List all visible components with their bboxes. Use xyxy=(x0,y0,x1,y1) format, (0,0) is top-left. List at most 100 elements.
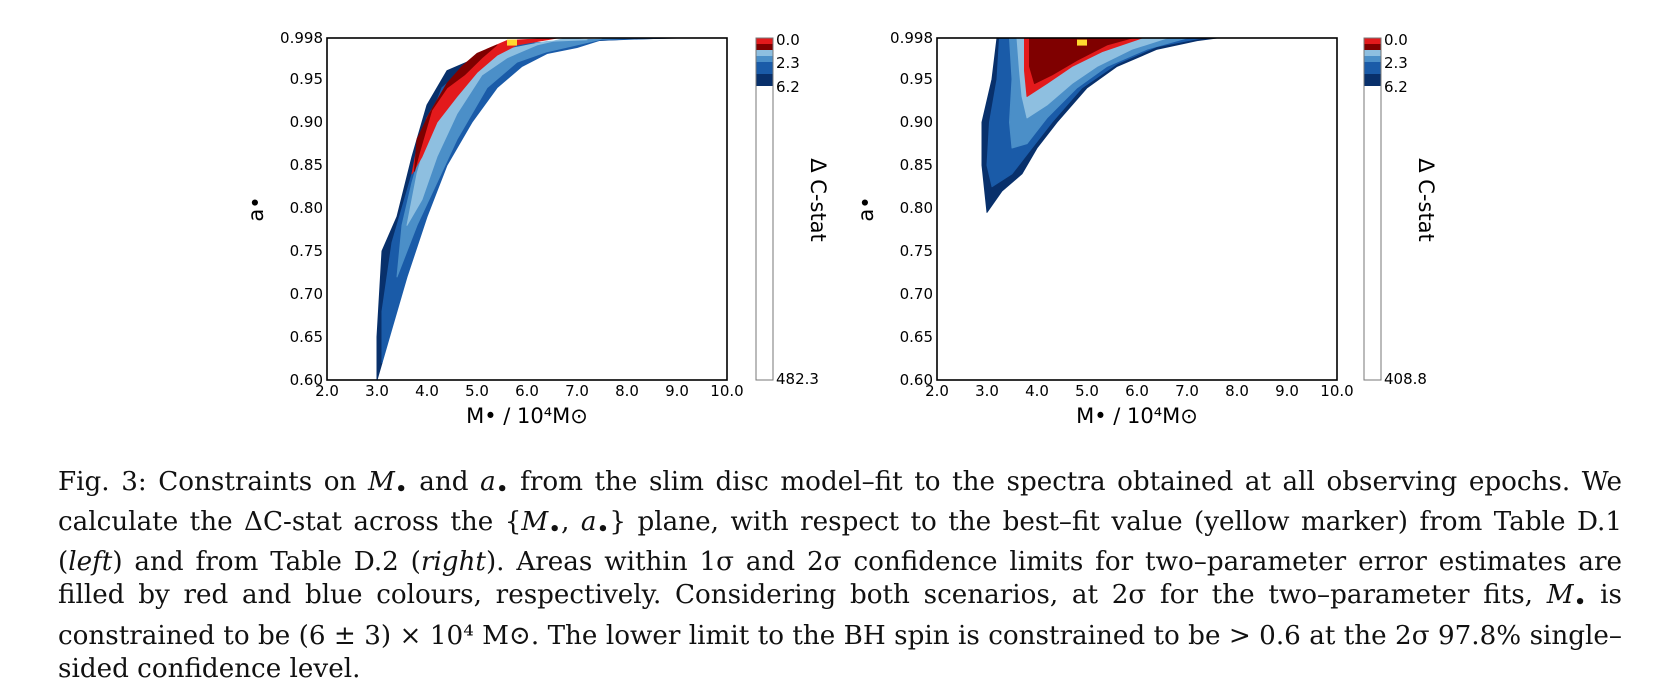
figure-caption: Fig. 3: Constraints on M• and a• from th… xyxy=(58,466,1622,686)
colorbar-band-3 xyxy=(756,50,773,56)
y-tick-label: 0.85 xyxy=(290,156,323,174)
y-tick-label: 0.95 xyxy=(900,70,933,88)
colorbar-band-1 xyxy=(1364,38,1381,44)
colorbar-frame xyxy=(755,37,774,381)
chart-panel-left: 2.0 3.0 4.0 5.0 6.0 7.0 8.0 9.0 10.0 0.60 0.65 0.70… xyxy=(244,29,830,428)
y-tick-label: 0.60 xyxy=(290,371,323,389)
colorbar-tick-label: 2.3 xyxy=(776,54,800,72)
colorbar-band-5 xyxy=(1364,62,1381,74)
caption-symbol-spin: a xyxy=(580,507,597,538)
best-fit-marker xyxy=(507,39,517,46)
colorbar-band-6 xyxy=(756,74,773,86)
plot-area xyxy=(981,38,1218,213)
colorbar-tick-label: 0.0 xyxy=(1384,31,1408,49)
caption-symbol-spin: a xyxy=(480,467,496,497)
colorbar-band-5 xyxy=(756,62,773,74)
x-tick-label: 2.0 xyxy=(315,382,339,400)
colorbar-label: Δ C-stat xyxy=(806,158,830,242)
x-tick-label: 4.0 xyxy=(1025,382,1049,400)
plot-area xyxy=(376,38,678,380)
colorbar-tick-label: 2.3 xyxy=(1384,54,1408,72)
x-tick-label: 5.0 xyxy=(1075,382,1099,400)
y-tick-label: 0.998 xyxy=(280,29,323,47)
x-tick-label: 9.0 xyxy=(1275,382,1299,400)
figure: 2.0 3.0 4.0 5.0 6.0 7.0 8.0 9.0 10.0 0.60 0.65 0.70… xyxy=(244,29,1438,428)
caption-symbol-mass: M xyxy=(367,467,395,497)
x-tick-label: 8.0 xyxy=(615,382,639,400)
caption-symbol-mass: M xyxy=(1546,580,1574,611)
best-fit-marker xyxy=(1077,39,1087,46)
y-tick-label: 0.75 xyxy=(290,242,323,260)
colorbar-tick-label: 482.3 xyxy=(776,370,819,388)
y-tick-label: 0.65 xyxy=(900,328,933,346)
y-tick-label: 0.60 xyxy=(900,371,933,389)
caption-symbol-mass: M xyxy=(521,507,549,538)
plot-frame xyxy=(936,37,1338,381)
y-tick-label: 0.80 xyxy=(900,199,933,217)
y-tick-label: 0.85 xyxy=(900,156,933,174)
y-tick-label: 0.95 xyxy=(290,70,323,88)
caption-text: red and blue colours, respectively. Cons… xyxy=(183,580,1547,611)
x-tick-label: 4.0 xyxy=(415,382,439,400)
caption-bullet: • xyxy=(548,517,562,543)
colorbar-band-3 xyxy=(1364,50,1381,56)
x-tick-label: 10.0 xyxy=(1320,382,1353,400)
x-tick-label: 8.0 xyxy=(1225,382,1249,400)
caption-text: from the slim disc model–fit to the spec… xyxy=(508,467,1622,497)
y-tick-label: 0.70 xyxy=(290,285,323,303)
x-tick-label: 10.0 xyxy=(710,382,743,400)
caption-text: Fig. 3: Constraints on xyxy=(58,467,368,497)
colorbar-tick-label: 408.8 xyxy=(1384,370,1427,388)
y-tick-label: 0.80 xyxy=(290,199,323,217)
colorbar-band-4 xyxy=(1364,56,1381,62)
figure-svg: 2.0 3.0 4.0 5.0 6.0 7.0 8.0 9.0 10.0 0.60 0.65 0.70… xyxy=(244,29,1438,428)
contour-region-6 xyxy=(1029,38,1133,84)
colorbar-tick-label: 0.0 xyxy=(776,31,800,49)
y-axis-label: a• xyxy=(244,196,268,221)
caption-text: ) xyxy=(112,547,123,578)
caption-left: left xyxy=(68,547,113,578)
caption-right: right xyxy=(420,547,486,578)
x-tick-label: 3.0 xyxy=(975,382,999,400)
caption-text: calculate the ΔC-stat across the { xyxy=(58,507,522,538)
contour-region-6 xyxy=(414,44,498,172)
caption-bullet: • xyxy=(596,517,610,543)
caption-text: (6 ± 3) × 10⁴ M⊙. The lower limit to the… xyxy=(58,620,1622,684)
caption-text: and xyxy=(407,467,481,497)
y-tick-label: 0.90 xyxy=(290,113,323,131)
y-axis-label: a• xyxy=(854,196,878,221)
x-tick-label: 2.0 xyxy=(925,382,949,400)
y-tick-label: 0.998 xyxy=(890,29,933,47)
x-tick-label: 5.0 xyxy=(465,382,489,400)
x-axis-label: M• / 10⁴M⊙ xyxy=(1076,404,1198,428)
colorbar-band-4 xyxy=(756,56,773,62)
caption-text: , xyxy=(561,507,581,538)
colorbar-band-7 xyxy=(756,86,773,380)
caption-text: ). Areas within 1σ and 2σ confidence lim… xyxy=(58,547,1623,611)
colorbar: 0.0 2.3 6.2 482.3 Δ C-stat xyxy=(755,31,830,388)
y-tick-label: 0.70 xyxy=(900,285,933,303)
colorbar-tick-label: 6.2 xyxy=(1384,78,1408,96)
y-tick-label: 0.90 xyxy=(900,113,933,131)
colorbar: 0.0 2.3 6.2 408.8 Δ C-stat xyxy=(1363,31,1438,388)
colorbar-band-2 xyxy=(1364,44,1381,50)
x-tick-label: 6.0 xyxy=(515,382,539,400)
colorbar-band-6 xyxy=(1364,74,1381,86)
y-tick-label: 0.75 xyxy=(900,242,933,260)
caption-bullet: • xyxy=(495,477,509,503)
caption-text: and from Table D.2 ( xyxy=(134,547,421,578)
x-tick-label: 3.0 xyxy=(365,382,389,400)
colorbar-band-7 xyxy=(1364,86,1381,380)
x-tick-label: 9.0 xyxy=(665,382,689,400)
x-tick-label: 7.0 xyxy=(565,382,589,400)
caption-bullet: • xyxy=(394,477,408,503)
colorbar-band-1 xyxy=(756,38,773,44)
x-tick-label: 7.0 xyxy=(1175,382,1199,400)
plot-frame xyxy=(326,37,728,381)
caption-bullet: • xyxy=(1573,590,1587,616)
colorbar-frame xyxy=(1363,37,1382,381)
x-axis-label: M• / 10⁴M⊙ xyxy=(466,404,588,428)
colorbar-tick-label: 6.2 xyxy=(776,78,800,96)
y-tick-label: 0.65 xyxy=(290,328,323,346)
colorbar-band-2 xyxy=(756,44,773,50)
